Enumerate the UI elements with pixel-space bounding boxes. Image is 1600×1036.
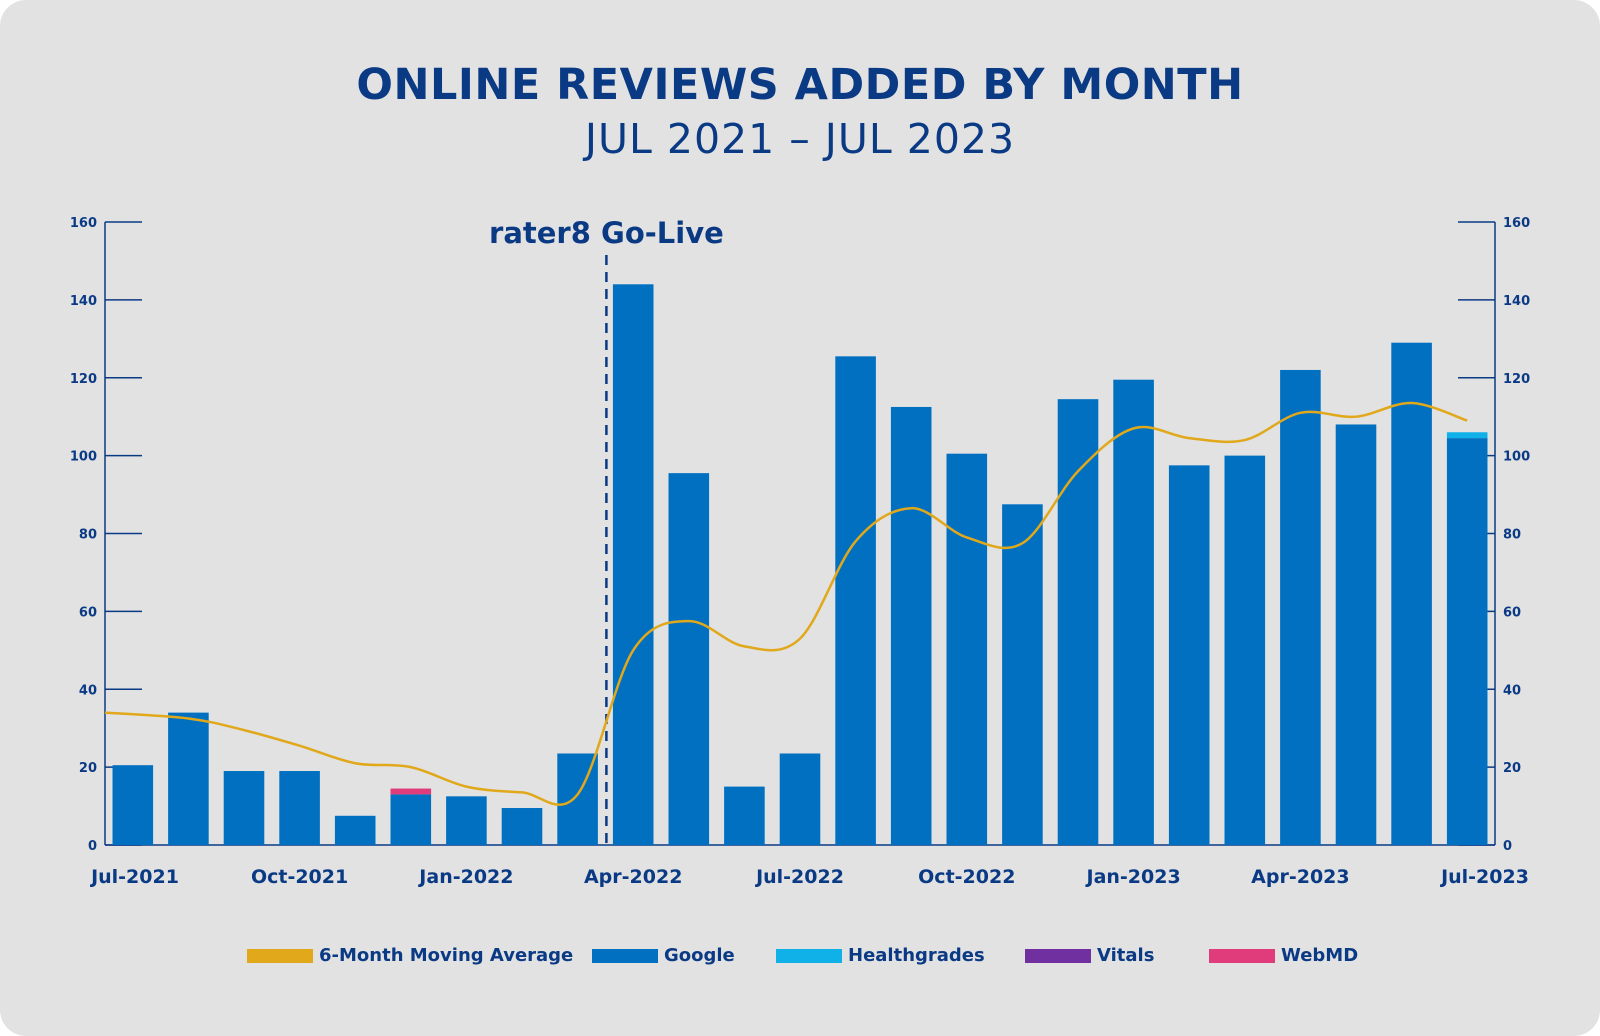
y-tick-label-right: 60 <box>1503 605 1521 620</box>
legend-label-healthgrades: Healthgrades <box>848 945 985 966</box>
y-tick-label-right: 20 <box>1503 761 1521 776</box>
y-tick-label-left: 120 <box>70 372 97 387</box>
bar-webmd <box>390 788 432 795</box>
x-tick-label: Jan-2022 <box>417 866 513 888</box>
legend-swatch-moving-average <box>247 948 313 963</box>
bar-google <box>779 753 821 845</box>
legend-item-moving-average: 6-Month Moving Average <box>247 945 573 966</box>
y-tick-label-left: 20 <box>79 761 97 776</box>
bar-google <box>946 453 988 845</box>
bar-google <box>668 473 710 845</box>
legend-swatch-webmd <box>1209 948 1275 963</box>
y-tick-label-right: 100 <box>1503 450 1530 465</box>
y-tick-label-left: 140 <box>70 294 97 309</box>
y-tick-label-right: 0 <box>1503 839 1512 854</box>
y-tick-label-right: 160 <box>1503 216 1530 231</box>
bar-google <box>1335 424 1377 845</box>
y-tick-label-left: 0 <box>88 839 97 854</box>
legend-item-google: Google <box>592 945 735 966</box>
legend-label-webmd: WebMD <box>1281 945 1359 966</box>
x-tick-label: Jul-2022 <box>754 866 844 888</box>
bar-google <box>279 771 320 845</box>
y-tick-label-left: 80 <box>79 528 97 543</box>
legend-item-vitals: Vitals <box>1025 945 1154 966</box>
legend-item-webmd: WebMD <box>1209 945 1358 966</box>
bar-google <box>1224 455 1266 845</box>
bar-google <box>446 796 487 845</box>
bar-google <box>390 794 432 845</box>
legend: 6-Month Moving Average Google Healthgrad… <box>0 945 1600 975</box>
y-tick-label-right: 140 <box>1503 294 1530 309</box>
go-live-annotation: rater8 Go-Live <box>489 216 724 250</box>
y-tick-label-right: 120 <box>1503 372 1530 387</box>
bar-google <box>1391 342 1432 845</box>
bar-google <box>1280 369 1321 845</box>
bar-google <box>835 356 876 845</box>
bar-google <box>1057 399 1099 845</box>
bar-google <box>501 808 543 845</box>
legend-label-moving-average: 6-Month Moving Average <box>319 945 574 966</box>
y-tick-label-left: 40 <box>79 683 97 698</box>
x-tick-label: Oct-2021 <box>251 866 348 888</box>
y-tick-label-right: 80 <box>1503 528 1521 543</box>
bar-google <box>724 786 765 845</box>
x-tick-label: Apr-2022 <box>584 866 682 888</box>
y-tick-label-left: 100 <box>70 450 97 465</box>
legend-swatch-healthgrades <box>776 948 842 963</box>
y-tick-label-right: 40 <box>1503 683 1521 698</box>
legend-label-google: Google <box>664 945 735 966</box>
chart-subtitle: JUL 2021 – JUL 2023 <box>584 115 1016 163</box>
legend-swatch-google <box>592 948 658 963</box>
legend-item-healthgrades: Healthgrades <box>776 945 985 966</box>
bar-google <box>890 406 932 845</box>
bar-google <box>612 284 654 845</box>
x-tick-label: Jul-2023 <box>1439 866 1529 888</box>
bar-google <box>223 771 265 845</box>
bar-healthgrades <box>1446 432 1488 439</box>
moving-average-line <box>104 401 1468 806</box>
legend-label-vitals: Vitals <box>1097 945 1155 966</box>
x-tick-label: Jul-2021 <box>89 866 179 888</box>
bar-google <box>1446 438 1488 845</box>
chart-title: ONLINE REVIEWS ADDED BY MONTH <box>356 60 1244 110</box>
x-tick-label: Oct-2022 <box>918 866 1015 888</box>
x-tick-label: Apr-2023 <box>1251 866 1349 888</box>
bar-google <box>112 765 154 845</box>
y-tick-label-left: 160 <box>70 216 97 231</box>
x-tick-label: Jan-2023 <box>1085 866 1181 888</box>
bar-google <box>334 815 376 845</box>
bar-google <box>168 712 209 845</box>
bar-google <box>1113 379 1154 845</box>
bar-google <box>1002 504 1043 845</box>
legend-swatch-vitals <box>1025 948 1091 963</box>
y-tick-label-left: 60 <box>79 605 97 620</box>
bar-google <box>1168 465 1210 845</box>
